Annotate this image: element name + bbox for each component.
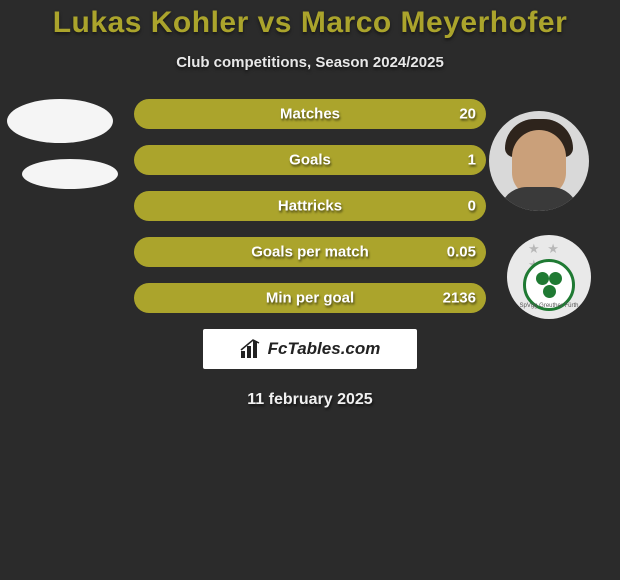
metric-value-right: 0.05: [447, 244, 476, 261]
metric-bars: Matches 20 Goals 1 Hattricks 0 Goals per match…: [134, 99, 486, 313]
comparison-title: Lukas Kohler vs Marco Meyerhofer: [0, 0, 620, 40]
crest-banner: SpVgg Greuther Fürth: [519, 303, 578, 309]
comparison-date: 11 february 2025: [0, 391, 620, 409]
metric-row: Goals 1: [134, 145, 486, 175]
metric-row: Matches 20: [134, 99, 486, 129]
player1-avatar: [7, 99, 113, 143]
metric-row: Hattricks 0: [134, 191, 486, 221]
source-badge: FcTables.com: [203, 329, 417, 369]
metric-row: Goals per match 0.05: [134, 237, 486, 267]
player1-club-badge: [22, 159, 118, 189]
metric-row: Min per goal 2136: [134, 283, 486, 313]
vs-separator: vs: [258, 6, 292, 39]
metric-label: Goals: [289, 152, 331, 169]
player2-avatar: [489, 111, 589, 211]
clover-icon: [536, 272, 562, 298]
metric-label: Min per goal: [266, 290, 354, 307]
metric-value-right: 20: [459, 106, 476, 123]
metric-value-right: 1: [468, 152, 476, 169]
player1-name: Lukas Kohler: [53, 6, 249, 39]
bar-chart-icon: [240, 339, 262, 359]
player2-club-badge: ★ ★ ★ SpVgg Greuther Fürth: [507, 235, 591, 319]
metric-label: Hattricks: [278, 198, 342, 215]
metric-label: Goals per match: [251, 244, 369, 261]
player2-name: Marco Meyerhofer: [301, 6, 567, 39]
comparison-arena: ★ ★ ★ SpVgg Greuther Fürth Matches20Goal…: [0, 99, 620, 313]
subtitle: Club competitions, Season 2024/2025: [0, 54, 620, 71]
source-name: FcTables.com: [268, 339, 381, 359]
metric-value-right: 0: [468, 198, 476, 215]
metric-label: Matches: [280, 106, 340, 123]
metric-value-right: 2136: [443, 290, 476, 307]
